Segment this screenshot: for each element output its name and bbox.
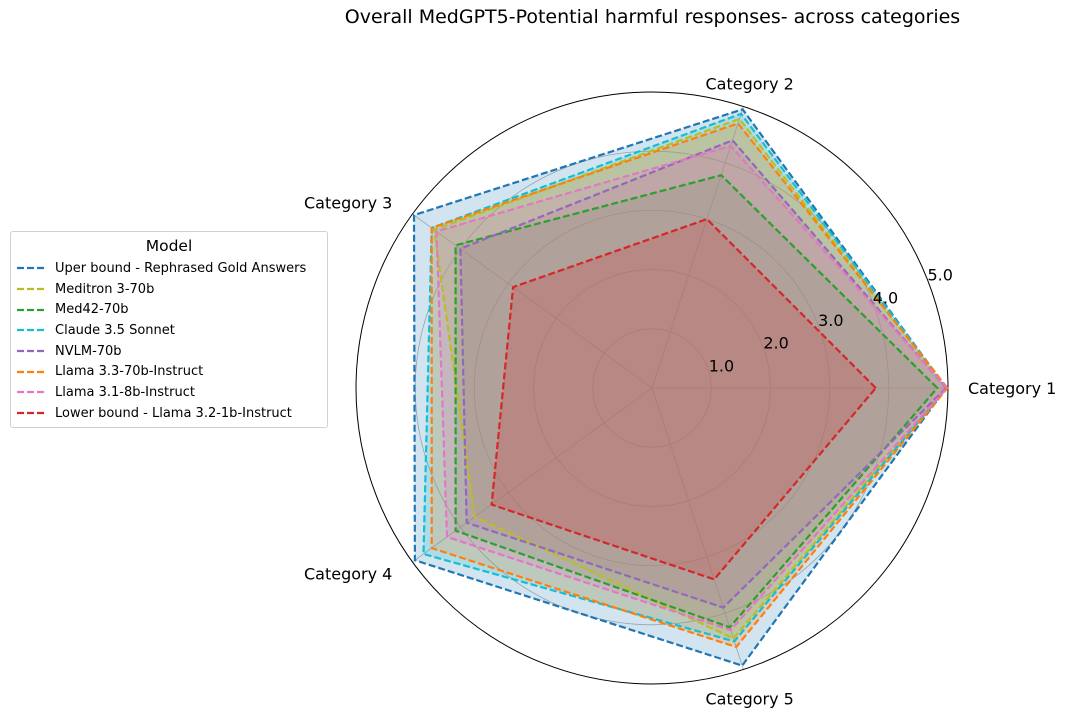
series-line-6 [430, 122, 949, 649]
series-fill-7 [436, 145, 947, 631]
radial-tick-label: 3.0 [818, 311, 843, 330]
legend-entry: Meditron 3-70b [17, 279, 321, 300]
legend-entry: Uper bound - Rephrased Gold Answers [17, 258, 321, 279]
legend-label: Lower bound - Llama 3.2-1b-Instruct [55, 405, 292, 421]
legend-swatch [17, 267, 45, 270]
legend-swatch [17, 412, 45, 415]
legend-entries: Uper bound - Rephrased Gold Answers Medit… [17, 258, 321, 424]
series-line-7 [435, 144, 948, 632]
series-line-4 [422, 112, 948, 643]
radial-tick-label: 2.0 [763, 334, 788, 353]
series-fill-2 [434, 118, 947, 639]
legend-entry: Llama 3.1-8b-Instruct [17, 382, 321, 403]
legend-swatch [17, 308, 45, 311]
legend-swatch [17, 349, 45, 353]
legend-label: Llama 3.1-8b-Instruct [55, 384, 195, 400]
category-label: Category 4 [304, 565, 392, 584]
grid-spoke [412, 387, 653, 563]
legend-entry: Claude 3.5 Sonnet [17, 320, 321, 341]
category-label: Category 2 [705, 74, 793, 93]
legend-swatch [17, 370, 45, 373]
legend-title: Model [145, 237, 193, 255]
series-fill-1 [414, 109, 947, 666]
chart-title: Overall MedGPT5-Potential harmful respon… [344, 6, 961, 28]
legend-label: Uper bound - Rephrased Gold Answers [55, 260, 307, 276]
grid-spoke [651, 106, 744, 389]
legend-label: NVLM-70b [55, 343, 122, 359]
series-line-2 [433, 117, 948, 640]
series-fill-4 [423, 113, 947, 642]
series-line-5 [459, 139, 948, 609]
legend-entry: NVLM-70b [17, 341, 321, 362]
category-label: Category 3 [304, 193, 392, 212]
legend-label: Claude 3.5 Sonnet [55, 322, 175, 338]
series-fill-5 [460, 140, 947, 608]
series-fill-8 [491, 219, 876, 580]
legend: Model Uper bound - Rephrased Gold Answer… [10, 231, 328, 428]
radial-tick-label: 5.0 [927, 266, 952, 285]
legend-label: Meditron 3-70b [55, 281, 155, 297]
legend-entry: Lower bound - Llama 3.2-1b-Instruct [17, 403, 321, 424]
radial-tick-label: 4.0 [873, 288, 898, 307]
legend-swatch [17, 391, 45, 394]
grid-spoke [412, 213, 653, 389]
legend-entry: Llama 3.3-70b-Instruct [17, 361, 321, 382]
legend-label: Med42-70b [55, 302, 129, 318]
legend-entry: Med42-70b [17, 299, 321, 320]
series-line-3 [454, 174, 939, 629]
series-line-8 [490, 218, 877, 581]
radial-tick-label: 1.0 [709, 356, 734, 375]
series-fill-6 [431, 123, 948, 647]
category-label: Category 5 [705, 690, 793, 709]
legend-label: Llama 3.3-70b-Instruct [55, 364, 204, 380]
legend-swatch [17, 287, 45, 291]
category-label: Category 1 [968, 379, 1056, 398]
series-line-1 [412, 108, 948, 667]
grid-spoke [651, 387, 744, 670]
legend-swatch [17, 329, 45, 332]
